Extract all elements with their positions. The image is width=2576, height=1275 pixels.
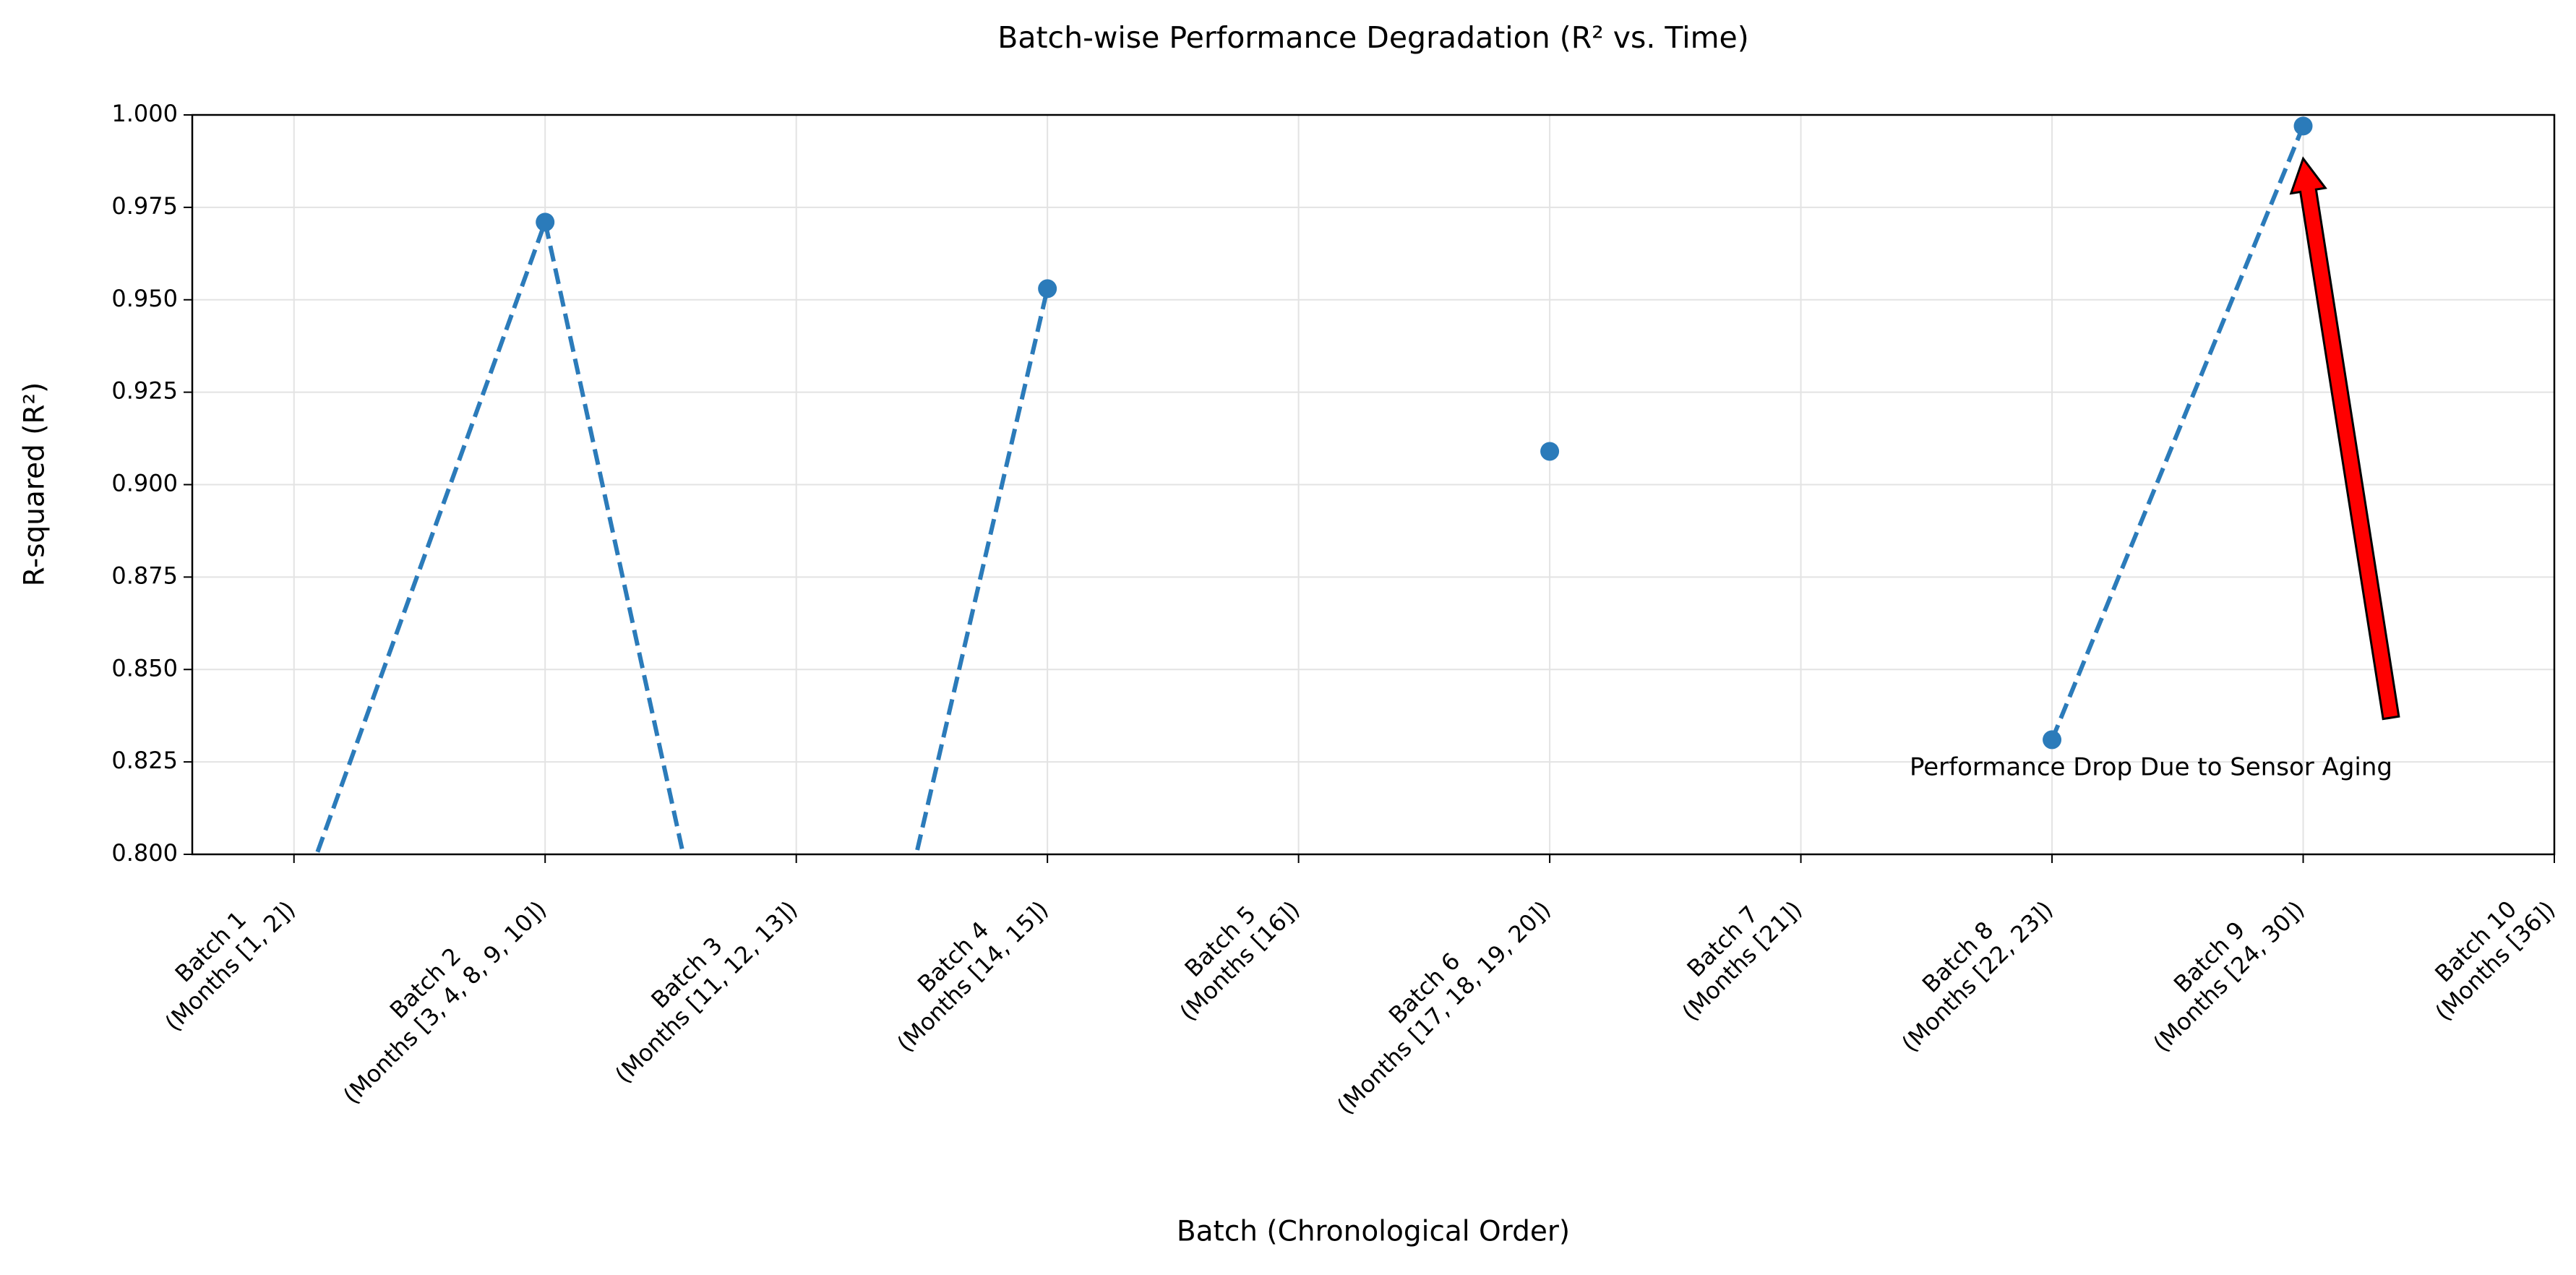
x-axis-label: Batch (Chronological Order) <box>1177 1216 1570 1248</box>
y-tick-label: 0.850 <box>111 654 178 682</box>
y-tick-label: 0.925 <box>111 377 178 405</box>
y-tick-label: 0.900 <box>111 470 178 497</box>
chart-title: Batch-wise Performance Degradation (R² v… <box>997 20 1749 55</box>
y-tick-label: 0.800 <box>111 839 178 867</box>
marker <box>2293 116 2313 136</box>
marker <box>2043 730 2062 750</box>
marker <box>536 212 555 232</box>
plot-area <box>314 116 2313 854</box>
y-tick-label: 1.000 <box>111 100 178 127</box>
y-tick-label: 0.875 <box>111 562 178 589</box>
y-tick-label: 0.975 <box>111 192 178 220</box>
line <box>314 125 2306 854</box>
marker <box>1038 279 1057 299</box>
annotation-text: Performance Drop Due to Sensor Aging <box>1910 753 2392 782</box>
plot-frame <box>191 113 2556 856</box>
y-tick-label: 0.825 <box>111 747 178 774</box>
annotation-arrow <box>2289 156 2400 721</box>
y-axis-label: R-squared (R²) <box>19 382 51 587</box>
marker <box>1540 442 1560 461</box>
y-tick-label: 0.950 <box>111 285 178 312</box>
